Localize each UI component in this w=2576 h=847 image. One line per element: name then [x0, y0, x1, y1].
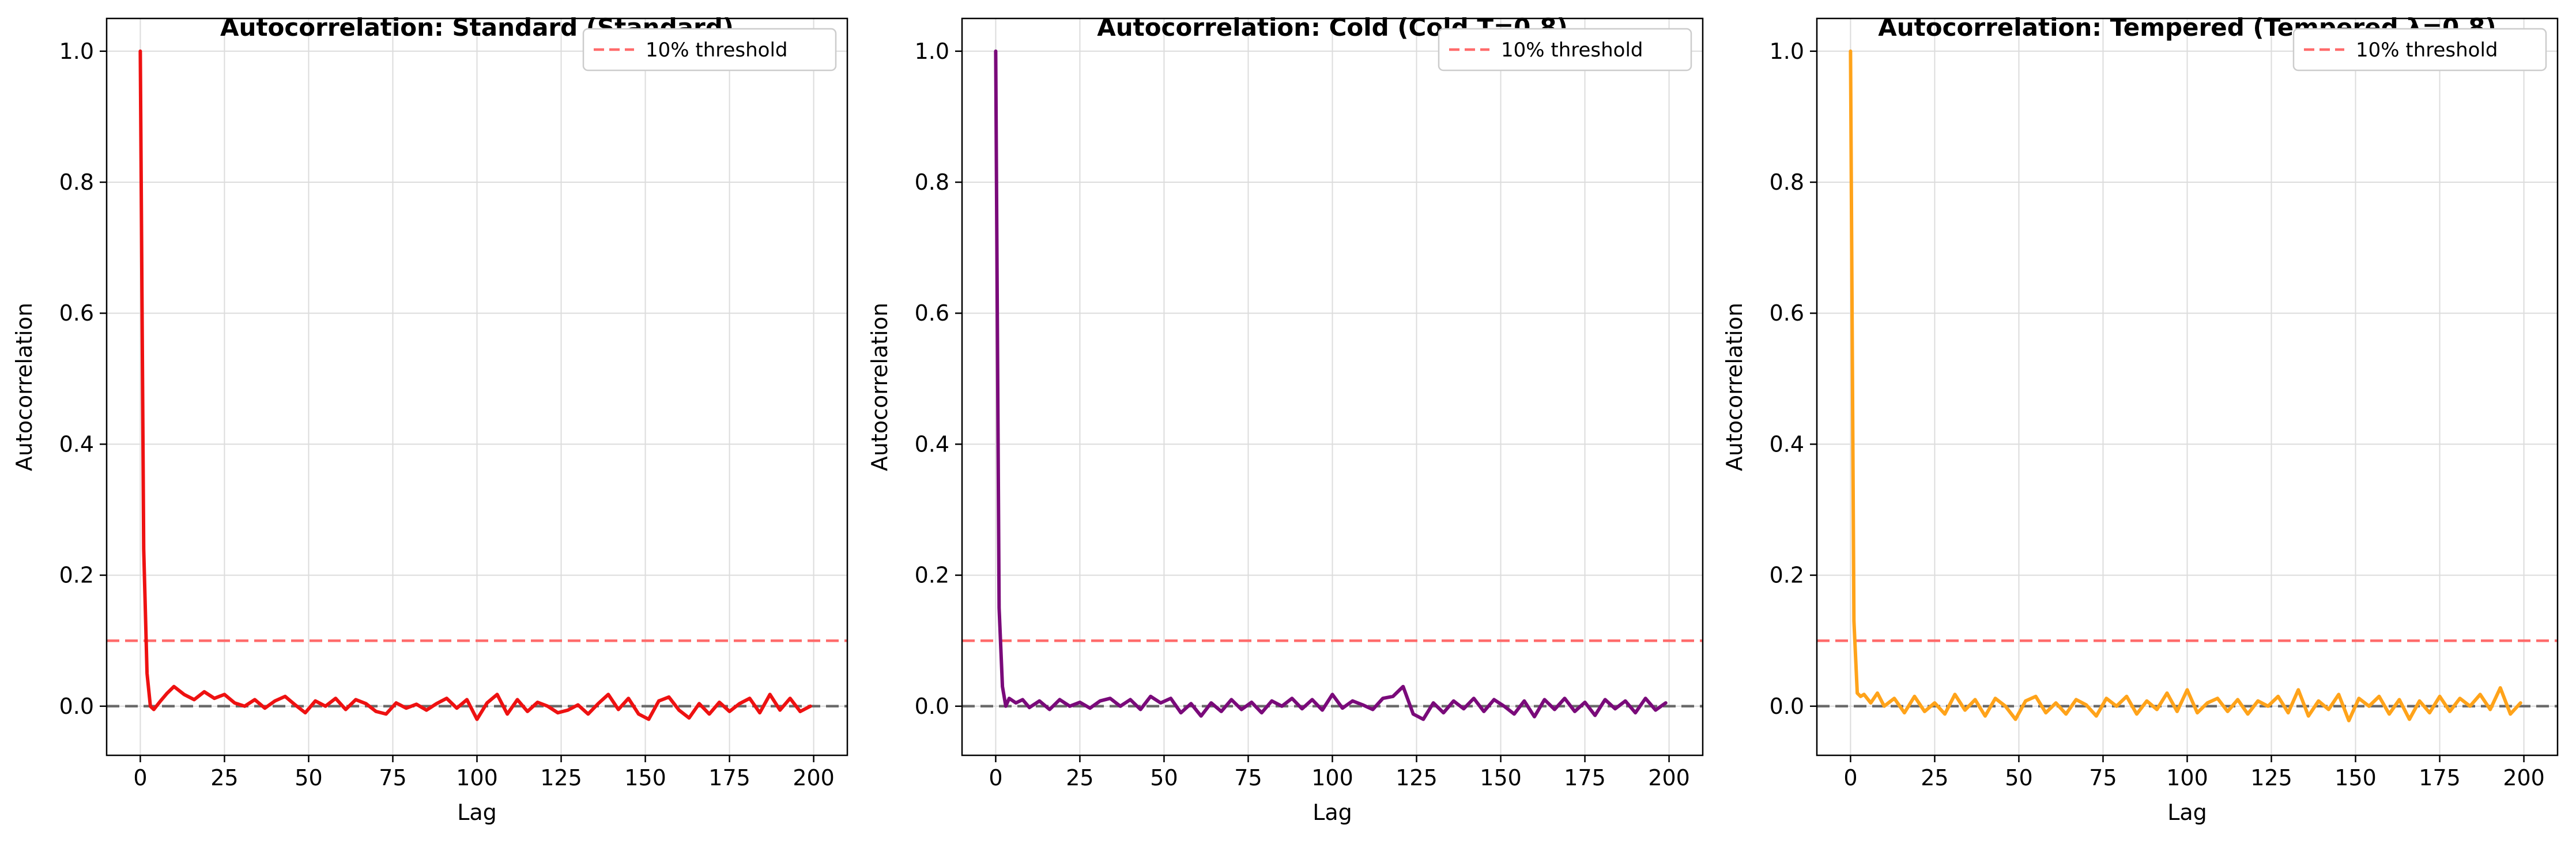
y-tick-label: 0.8: [915, 170, 949, 195]
x-tick-label: 50: [1150, 765, 1178, 790]
x-tick-label: 75: [379, 765, 406, 790]
chart-panel-1: 0 25 50 75 100 125 150 175 200 0.0 0.2 0.4 0.6 0.8 1.0…: [12, 13, 848, 825]
y-axis-label: Autocorrelation: [1722, 303, 1747, 471]
y-tick-label: 0.0: [915, 694, 949, 719]
x-tick-label: 175: [1564, 765, 1606, 790]
y-tick-label: 0.4: [59, 431, 94, 457]
x-tick-label: 125: [540, 765, 582, 790]
x-tick-label: 50: [2005, 765, 2032, 790]
x-axis-label: Lag: [1312, 800, 1352, 825]
y-tick-label: 0.8: [1770, 170, 1804, 195]
legend-label: 10% threshold: [2356, 39, 2498, 62]
y-tick-label: 0.4: [1770, 431, 1804, 457]
x-axis-label: Lag: [457, 800, 497, 825]
x-tick-label: 200: [793, 765, 835, 790]
series-line: [994, 49, 1668, 721]
legend: 10% threshold: [1438, 28, 1692, 71]
series-line: [1849, 49, 2522, 722]
x-axis-label: Lag: [2167, 800, 2207, 825]
x-tick-label: 25: [1921, 765, 1948, 790]
y-tick-label: 1.0: [59, 39, 94, 64]
x-tick-label: 0: [133, 765, 147, 790]
y-axis-label: Autocorrelation: [867, 303, 892, 471]
y-tick-label: 0.2: [59, 563, 94, 588]
y-tick-label: 0.0: [59, 694, 94, 719]
y-tick-label: 0.6: [59, 300, 94, 326]
x-tick-label: 175: [708, 765, 750, 790]
x-tick-label: 125: [2250, 765, 2292, 790]
x-tick-label: 150: [1480, 765, 1522, 790]
x-tick-label: 200: [2503, 765, 2545, 790]
chart-panel-3: 0 25 50 75 100 125 150 175 200 0.0 0.2 0.4 0.6 0.8 1.0…: [1722, 13, 2559, 825]
legend-box: [582, 28, 837, 71]
x-tick-label: 0: [1843, 765, 1857, 790]
y-tick-label: 0.2: [1770, 563, 1804, 588]
y-tick-label: 0.8: [59, 170, 94, 195]
legend-box: [2292, 28, 2547, 71]
y-tick-label: 1.0: [1770, 39, 1804, 64]
x-tick-label: 100: [456, 765, 498, 790]
y-tick-label: 0.6: [1770, 300, 1804, 326]
legend-label: 10% threshold: [1501, 39, 1643, 62]
x-tick-label: 200: [1648, 765, 1690, 790]
chart-panel-2: 0 25 50 75 100 125 150 175 200 0.0 0.2 0.4 0.6 0.8 1.0…: [867, 13, 1704, 825]
x-tick-label: 75: [2089, 765, 2117, 790]
y-tick-label: 0.0: [1770, 694, 1804, 719]
x-tick-label: 100: [2166, 765, 2208, 790]
x-tick-label: 50: [295, 765, 322, 790]
y-tick-label: 1.0: [915, 39, 949, 64]
x-tick-label: 175: [2419, 765, 2461, 790]
x-tick-label: 100: [1311, 765, 1353, 790]
y-axis-label: Autocorrelation: [12, 303, 37, 471]
y-tick-label: 0.4: [915, 431, 949, 457]
x-tick-label: 75: [1234, 765, 1262, 790]
x-tick-label: 150: [2334, 765, 2377, 790]
x-tick-label: 150: [624, 765, 666, 790]
y-tick-label: 0.2: [915, 563, 949, 588]
legend: 10% threshold: [2292, 28, 2547, 71]
x-tick-label: 125: [1396, 765, 1438, 790]
legend-label: 10% threshold: [646, 39, 788, 62]
y-tick-label: 0.6: [915, 300, 949, 326]
x-tick-label: 0: [989, 765, 1002, 790]
series-line: [138, 49, 812, 721]
x-tick-label: 25: [1066, 765, 1093, 790]
x-tick-label: 25: [210, 765, 238, 790]
legend: 10% threshold: [582, 28, 837, 71]
legend-box: [1438, 28, 1692, 71]
